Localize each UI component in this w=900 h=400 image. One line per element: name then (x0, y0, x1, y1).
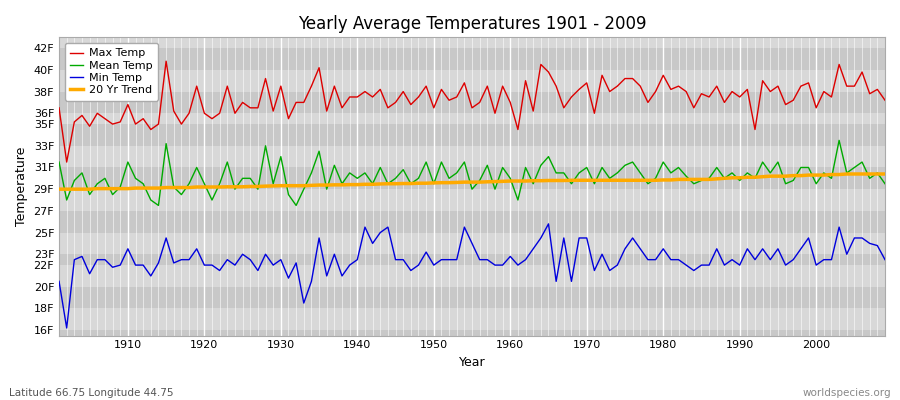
20 Yr Trend (115, 186, 126, 191)
Min Temp (337, 274, 347, 278)
Min Temp (505, 254, 516, 259)
Mean Temp (291, 203, 302, 208)
Max Temp (299, 100, 310, 105)
Mean Temp (833, 138, 844, 143)
Mean Temp (54, 160, 65, 164)
Max Temp (345, 94, 356, 99)
Min Temp (122, 246, 133, 251)
Bar (59, 211, 885, 232)
Mean Temp (115, 185, 126, 190)
20 Yr Trend (597, 178, 608, 183)
X-axis label: Year: Year (459, 356, 485, 369)
Mean Temp (153, 203, 164, 208)
Bar (59, 189, 885, 211)
20 Yr Trend (329, 182, 340, 187)
Max Temp (520, 78, 531, 83)
Bar (59, 70, 885, 92)
Line: 20 Yr Trend: 20 Yr Trend (59, 174, 885, 189)
Text: worldspecies.org: worldspecies.org (803, 388, 891, 398)
Max Temp (512, 127, 523, 132)
20 Yr Trend (284, 183, 294, 188)
Bar (59, 113, 885, 124)
Min Temp (512, 263, 523, 268)
20 Yr Trend (505, 179, 516, 184)
Mean Temp (879, 181, 890, 186)
Bar (59, 287, 885, 308)
Min Temp (879, 257, 890, 262)
Max Temp (54, 106, 65, 110)
Bar (59, 265, 885, 287)
Bar (59, 124, 885, 146)
Text: Latitude 66.75 Longitude 44.75: Latitude 66.75 Longitude 44.75 (9, 388, 174, 398)
Min Temp (291, 260, 302, 265)
Legend: Max Temp, Mean Temp, Min Temp, 20 Yr Trend: Max Temp, Mean Temp, Min Temp, 20 Yr Tre… (65, 43, 158, 101)
Line: Max Temp: Max Temp (59, 61, 885, 162)
Min Temp (543, 222, 553, 226)
Bar (59, 308, 885, 330)
Bar (59, 48, 885, 70)
Bar (59, 232, 885, 254)
Y-axis label: Temperature: Temperature (15, 147, 28, 226)
Max Temp (122, 102, 133, 107)
Mean Temp (604, 176, 615, 181)
Max Temp (61, 160, 72, 164)
Line: Min Temp: Min Temp (59, 224, 885, 328)
Max Temp (612, 84, 623, 88)
Bar (59, 37, 885, 48)
Min Temp (54, 279, 65, 284)
20 Yr Trend (842, 172, 852, 176)
Min Temp (612, 263, 623, 268)
Title: Yearly Average Temperatures 1901 - 2009: Yearly Average Temperatures 1901 - 2009 (298, 15, 646, 33)
Max Temp (879, 98, 890, 103)
20 Yr Trend (879, 172, 890, 176)
Bar (59, 254, 885, 265)
Mean Temp (337, 181, 347, 186)
Line: Mean Temp: Mean Temp (59, 140, 885, 206)
Mean Temp (512, 198, 523, 202)
20 Yr Trend (54, 187, 65, 192)
Bar (59, 330, 885, 336)
Min Temp (61, 326, 72, 330)
Max Temp (161, 59, 172, 64)
Bar (59, 92, 885, 113)
20 Yr Trend (497, 179, 508, 184)
Mean Temp (505, 176, 516, 181)
Bar (59, 146, 885, 168)
Bar (59, 168, 885, 189)
